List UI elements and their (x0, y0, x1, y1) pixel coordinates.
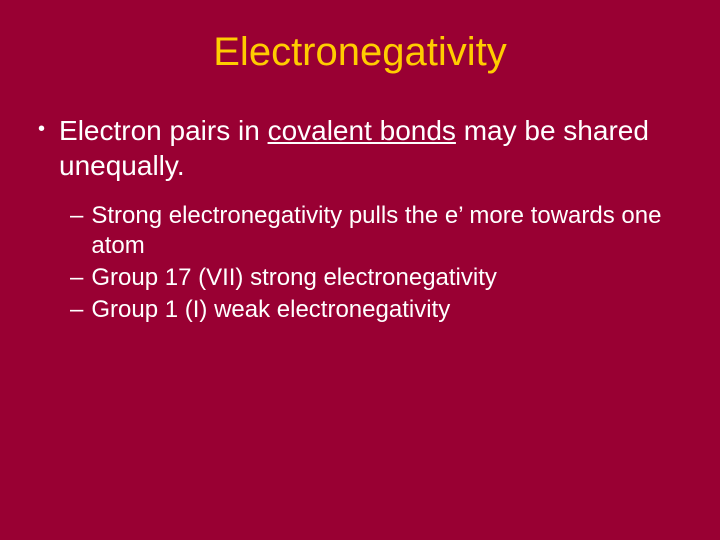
bullet-marker: • (38, 113, 45, 145)
bullet-level2: – Group 1 (I) weak electronegativity (70, 295, 690, 325)
bullet-text: Strong electronegativity pulls the e’ mo… (91, 201, 690, 261)
bullet-level2: – Strong electronegativity pulls the e’ … (70, 201, 690, 261)
bullet-marker: – (70, 263, 83, 293)
slide-title: Electronegativity (30, 30, 690, 75)
bullet-marker: – (70, 201, 83, 231)
bullet-text: Electron pairs in covalent bonds may be … (59, 113, 690, 183)
bullet-level1: • Electron pairs in covalent bonds may b… (38, 113, 690, 183)
sub-bullet-list: – Strong electronegativity pulls the e’ … (70, 201, 690, 325)
bullet-text: Group 17 (VII) strong electronegativity (91, 263, 690, 293)
bullet-level2: – Group 17 (VII) strong electronegativit… (70, 263, 690, 293)
bullet-text-underlined: covalent bonds (268, 115, 456, 146)
bullet-text-pre: Electron pairs in (59, 115, 268, 146)
slide: Electronegativity • Electron pairs in co… (0, 0, 720, 540)
bullet-marker: – (70, 295, 83, 325)
bullet-text: Group 1 (I) weak electronegativity (91, 295, 690, 325)
